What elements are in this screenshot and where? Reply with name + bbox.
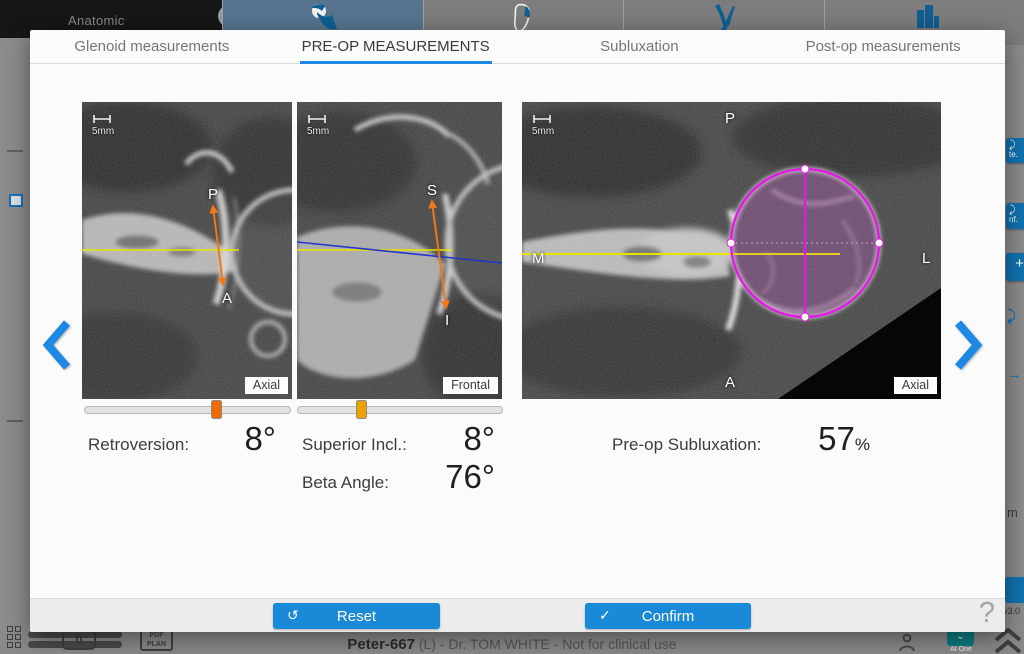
confirm-button[interactable]: ✓ Confirm (585, 603, 751, 629)
ct-image-frontal (297, 102, 502, 399)
rail-button-rotate[interactable]: ⤸ te. (1006, 138, 1024, 163)
dialog-footer: ↺ Reset ✓ Confirm ? (30, 597, 1005, 632)
superior-incl-label: Superior Incl.: (302, 435, 407, 454)
marker-medial: M (532, 250, 545, 267)
viewport-axial-left[interactable]: 5mm P A Axial (82, 102, 292, 399)
viewport-axial-right[interactable]: 5mm P A M L Axial (522, 102, 941, 399)
rail-blue-button[interactable] (1005, 577, 1024, 603)
tab-postop-measurements[interactable]: Post-op measurements (761, 30, 1005, 63)
marker-anterior: A (725, 374, 736, 391)
scale-label: 5mm (92, 126, 115, 137)
check-icon: ✓ (599, 607, 611, 623)
preop-subluxation-label: Pre-op Subluxation: (612, 435, 762, 454)
ct-image-axial-large (522, 102, 941, 399)
rotate-arrow-icon: ⤸ (1009, 204, 1016, 216)
tab-preop-measurements[interactable]: PRE-OP MEASUREMENTS (274, 29, 518, 64)
ct-image-axial (82, 102, 292, 399)
tab-label: PRE-OP MEASUREMENTS (299, 29, 492, 64)
preop-subluxation-value: 57% (760, 420, 870, 458)
reset-button[interactable]: ↺ Reset (273, 603, 440, 629)
app-bottom-bar (0, 632, 1024, 654)
marker-anterior: A (222, 290, 233, 307)
marker-inferior: I (445, 312, 450, 329)
rail-divider (7, 150, 23, 152)
scalebar-icon (93, 115, 111, 123)
tab-subluxation[interactable]: Subluxation (518, 30, 762, 63)
axial-slice-slider[interactable] (84, 400, 291, 419)
help-icon[interactable]: ? (978, 597, 995, 629)
ai-one-badge[interactable]: ⌄ (947, 629, 974, 646)
plus-icon: + (1015, 255, 1024, 272)
beta-angle-label: Beta Angle: (302, 473, 389, 492)
case-info-bar: Peter-667 (L) - Dr. TOM WHITE - Not for … (0, 636, 1024, 653)
retroversion-label: Retroversion: (88, 435, 190, 454)
case-info: (L) - Dr. TOM WHITE - Not for clinical u… (414, 636, 677, 652)
previous-view-button[interactable] (41, 318, 73, 372)
slider-track[interactable] (297, 406, 503, 414)
scalebar-icon (533, 115, 551, 123)
patient-name: Peter-667 (347, 636, 415, 653)
plan-label: PLAN (146, 641, 167, 648)
confirm-label: Confirm (641, 607, 695, 625)
pdf-label: PDF (149, 632, 164, 639)
frontal-slider-thumb[interactable] (355, 400, 367, 419)
tab-glenoid-measurements[interactable]: Glenoid measurements (30, 30, 274, 63)
plane-badge: Axial (893, 377, 937, 394)
next-view-button[interactable] (952, 318, 984, 372)
export-arrow-icon[interactable]: → (1007, 366, 1022, 383)
plane-badge: Axial (244, 377, 288, 394)
scale-label: 5mm (532, 126, 555, 137)
marker-superior: S (427, 182, 438, 199)
scalebar-icon (308, 115, 326, 123)
reset-label: Reset (336, 607, 377, 625)
plane-badge: Frontal (443, 377, 498, 394)
axial-slider-thumb[interactable] (211, 400, 223, 419)
app-version-label: v3.0 (1003, 606, 1021, 616)
rail-button-add[interactable]: + (1006, 253, 1024, 281)
scale-label: 5mm (307, 126, 330, 137)
tab-label: Subluxation (600, 38, 679, 55)
beta-angle-value: 76° (445, 458, 495, 495)
layout-grid-icon[interactable] (7, 626, 23, 652)
frontal-slice-slider[interactable] (297, 400, 503, 419)
reset-icon: ↺ (287, 607, 299, 623)
collapse-chevrons-icon[interactable] (994, 628, 1022, 654)
shoulder-bone-icon (311, 4, 337, 30)
slider-track[interactable] (84, 406, 291, 414)
subluxation-number: 57 (818, 420, 855, 457)
retroversion-value: 8° (244, 420, 276, 457)
implant-icon (917, 5, 940, 28)
viewport-frontal[interactable]: 5mm S I Frontal (297, 102, 502, 399)
panel-bar-icon[interactable] (28, 641, 122, 648)
rail-m-label: m (1007, 505, 1018, 520)
tab-label: Post-op measurements (805, 38, 961, 55)
panel-bar-icon[interactable] (28, 631, 122, 638)
marker-posterior: P (208, 186, 219, 203)
superior-incl-value: 8° (463, 420, 495, 457)
ai-one-label: AI One (950, 646, 972, 653)
tool-square-icon[interactable] (9, 194, 23, 207)
preop-measurements-dialog: Glenoid measurements PRE-OP MEASUREMENTS… (30, 30, 1005, 632)
subluxation-unit: % (854, 435, 870, 454)
tab-label: Glenoid measurements (74, 38, 230, 55)
redo-arrow-icon[interactable]: ⤸ (1007, 308, 1017, 325)
user-icon[interactable] (898, 633, 916, 652)
app-menu-label: Anatomic (68, 13, 125, 28)
rail-button-inf[interactable]: ⤸ nf. (1006, 203, 1024, 229)
rotate-arrow-icon: ⤸ (1009, 139, 1016, 151)
dialog-tabbar: Glenoid measurements PRE-OP MEASUREMENTS… (30, 30, 1005, 64)
marker-lateral: L (922, 250, 931, 267)
marker-posterior: P (725, 110, 736, 127)
rail-divider (7, 420, 23, 422)
